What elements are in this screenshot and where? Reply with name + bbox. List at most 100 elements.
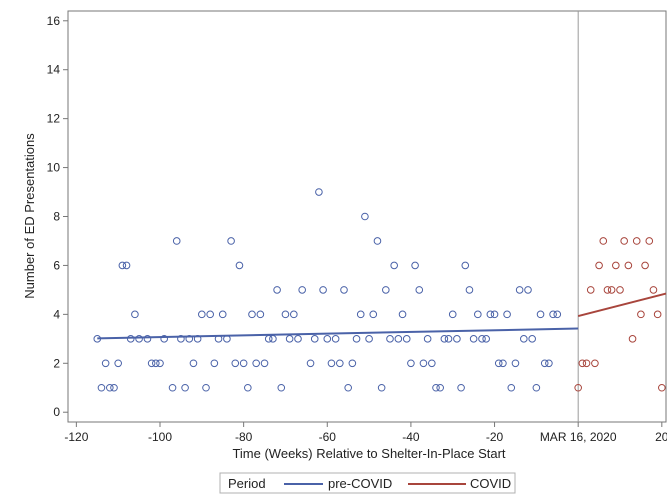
- data-point-covid: [641, 261, 649, 270]
- data-point-pre-covid: [382, 286, 390, 294]
- data-point-pre-covid: [235, 261, 244, 270]
- data-point-covid: [637, 310, 645, 319]
- data-point-covid: [591, 359, 599, 368]
- data-point-pre-covid: [411, 261, 419, 270]
- data-point-pre-covid: [540, 359, 549, 368]
- data-point-pre-covid: [344, 383, 352, 392]
- data-point-pre-covid: [494, 359, 503, 368]
- data-point-pre-covid: [231, 359, 240, 368]
- data-point-pre-covid: [490, 310, 499, 319]
- data-point-pre-covid: [511, 359, 520, 368]
- data-point-covid: [586, 286, 595, 294]
- data-point-pre-covid: [114, 359, 122, 368]
- data-point-pre-covid: [273, 286, 281, 294]
- data-point-pre-covid: [499, 359, 507, 368]
- y-tick-label: 8: [53, 210, 60, 224]
- data-point-pre-covid: [524, 286, 532, 294]
- data-point-covid: [658, 383, 666, 392]
- x-tick-label: -20: [486, 430, 504, 444]
- data-point-pre-covid: [365, 335, 373, 343]
- data-point-pre-covid: [457, 383, 465, 392]
- data-point-pre-covid: [118, 261, 127, 270]
- data-point-pre-covid: [423, 335, 432, 343]
- data-point-covid: [582, 359, 591, 368]
- x-tick-label: -100: [148, 430, 172, 444]
- x-axis: -120 -100 -80 -60 -40 -20 MAR 16, 2020 20: [64, 422, 667, 444]
- data-point-pre-covid: [202, 383, 210, 392]
- data-point-pre-covid: [323, 335, 332, 343]
- plot-area-frame: [67, 10, 667, 423]
- data-point-pre-covid: [131, 310, 139, 319]
- y-tick-label: 2: [53, 356, 60, 370]
- data-point-pre-covid: [181, 383, 189, 392]
- data-point-pre-covid: [478, 335, 486, 343]
- data-point-pre-covid: [340, 286, 348, 294]
- data-point-pre-covid: [553, 310, 562, 319]
- legend-label-covid: COVID: [470, 476, 511, 491]
- x-tick-label: 20: [655, 430, 667, 444]
- data-point-pre-covid: [402, 335, 411, 343]
- data-point-pre-covid: [122, 261, 131, 270]
- data-point-pre-covid: [352, 335, 361, 343]
- data-point-pre-covid: [143, 335, 152, 343]
- data-point-pre-covid: [126, 335, 135, 343]
- data-point-pre-covid: [298, 286, 306, 294]
- y-axis-label: Number of ED Presentations: [22, 133, 37, 299]
- x-tick-label: MAR 16, 2020: [540, 430, 617, 444]
- data-point-covid: [628, 335, 637, 343]
- data-point-pre-covid: [227, 237, 235, 245]
- data-point-pre-covid: [327, 359, 336, 368]
- data-point-covid: [632, 237, 641, 245]
- data-point-pre-covid: [260, 359, 269, 368]
- data-point-pre-covid: [206, 310, 214, 319]
- data-point-pre-covid: [549, 310, 557, 319]
- y-tick-label: 6: [53, 258, 60, 272]
- data-point-pre-covid: [469, 335, 478, 343]
- data-point-pre-covid: [398, 310, 407, 319]
- data-point-pre-covid: [369, 310, 378, 319]
- data-point-pre-covid: [474, 310, 482, 319]
- legend: Period pre-COVID COVID: [219, 472, 516, 494]
- data-point-pre-covid: [503, 310, 511, 319]
- y-axis: 0 2 4 6 8 10 12 14 16: [47, 14, 68, 419]
- data-point-pre-covid: [294, 335, 302, 343]
- data-point-pre-covid: [386, 335, 394, 343]
- data-point-pre-covid: [189, 359, 198, 368]
- data-point-pre-covid: [507, 383, 516, 392]
- data-point-pre-covid: [515, 286, 524, 294]
- data-point-pre-covid: [444, 335, 453, 343]
- data-point-pre-covid: [436, 383, 444, 392]
- data-point-pre-covid: [248, 310, 256, 319]
- data-point-pre-covid: [218, 310, 227, 319]
- data-point-pre-covid: [361, 212, 369, 221]
- data-point-pre-covid: [177, 335, 185, 343]
- data-point-pre-covid: [356, 310, 365, 319]
- data-point-pre-covid: [277, 383, 286, 392]
- data-point-covid: [574, 383, 582, 392]
- data-point-covid: [649, 286, 658, 294]
- data-point-pre-covid: [440, 335, 449, 343]
- data-point-pre-covid: [407, 359, 415, 368]
- data-point-pre-covid: [528, 335, 536, 343]
- data-point-pre-covid: [285, 335, 294, 343]
- data-point-covid: [595, 261, 603, 270]
- x-axis-label: Time (Weeks) Relative to Shelter-In-Plac…: [232, 446, 505, 461]
- data-point-pre-covid: [545, 359, 553, 368]
- data-point-pre-covid: [252, 359, 260, 368]
- data-point-pre-covid: [482, 335, 490, 343]
- data-point-pre-covid: [239, 359, 248, 368]
- data-point-pre-covid: [135, 335, 143, 343]
- legend-frame: [219, 472, 516, 494]
- data-point-pre-covid: [453, 335, 461, 343]
- data-point-pre-covid: [156, 359, 164, 368]
- data-point-pre-covid: [520, 335, 528, 343]
- data-point-covid: [653, 310, 662, 319]
- data-point-pre-covid: [172, 237, 181, 245]
- data-point-pre-covid: [110, 383, 118, 392]
- data-point-pre-covid: [336, 359, 344, 368]
- data-point-pre-covid: [394, 335, 403, 343]
- data-point-pre-covid: [290, 310, 298, 319]
- data-point-pre-covid: [373, 237, 382, 245]
- data-point-covid: [578, 359, 587, 368]
- x-tick-label: -60: [319, 430, 337, 444]
